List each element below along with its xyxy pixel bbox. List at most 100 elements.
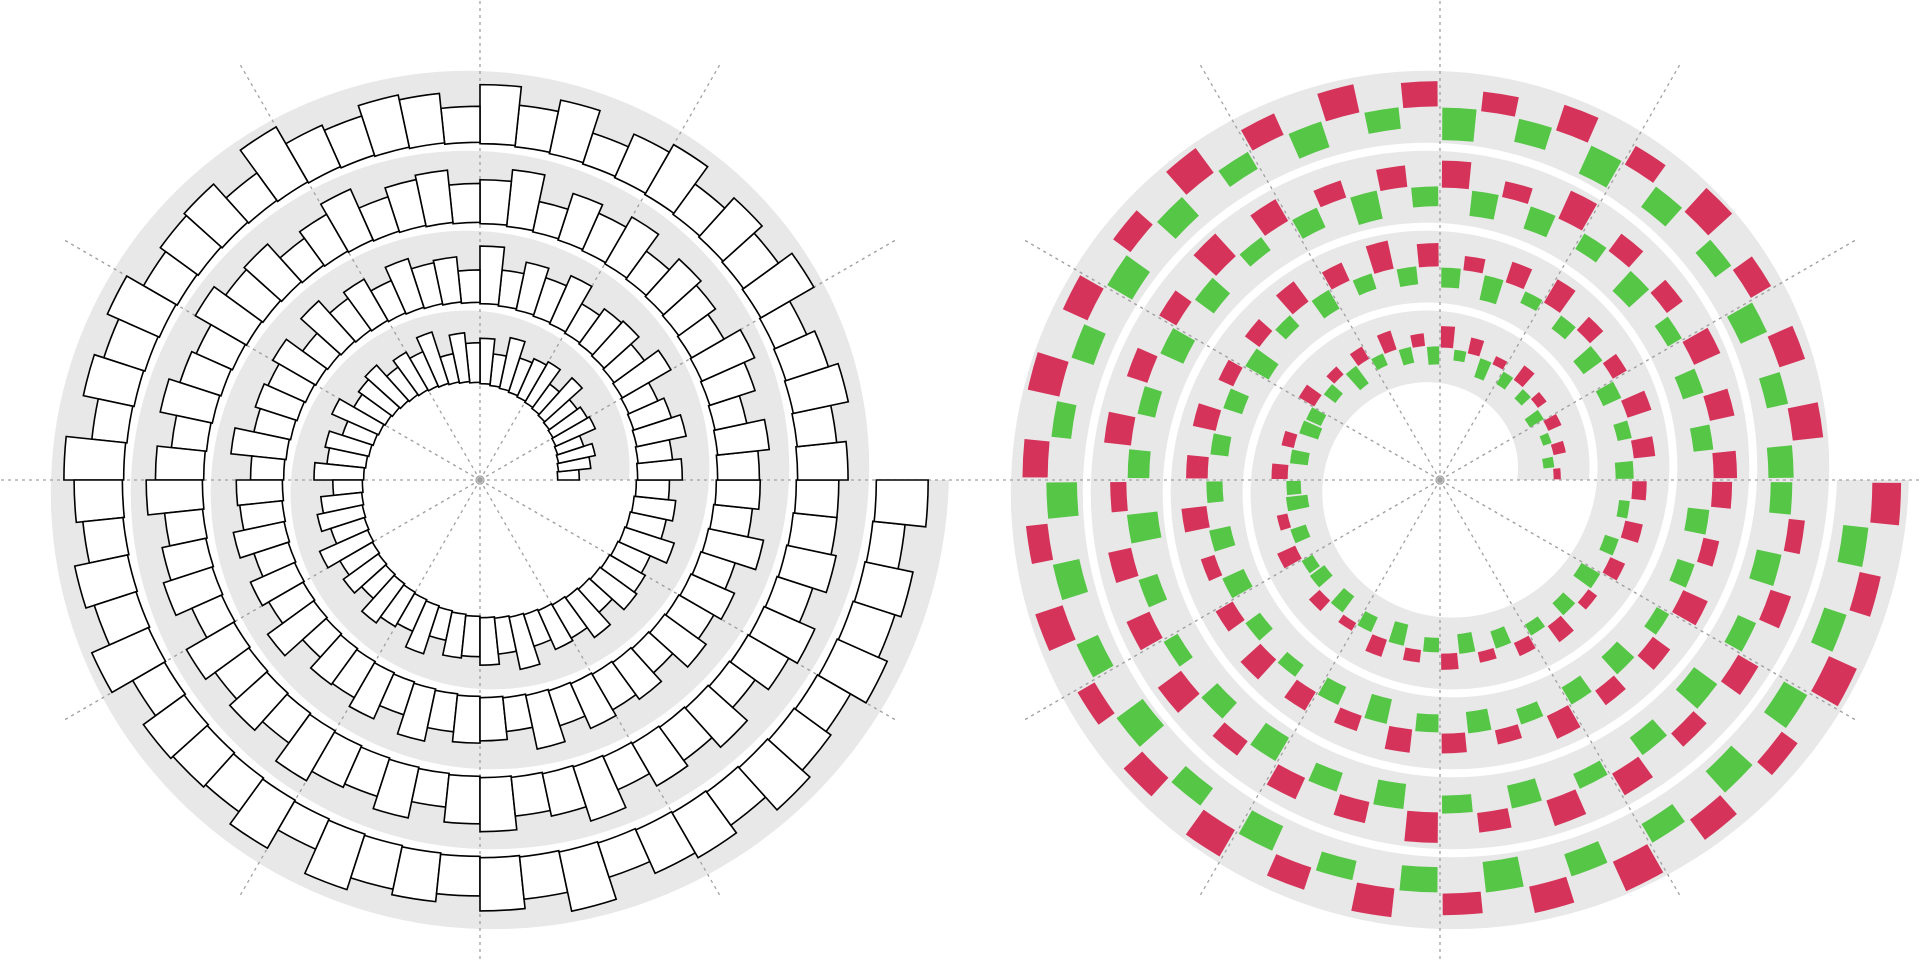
bar [590, 319, 641, 370]
bar [793, 479, 840, 519]
bar [1396, 266, 1419, 288]
bar [440, 105, 481, 146]
bar [1157, 670, 1200, 713]
bar [1308, 762, 1343, 792]
bar [1576, 316, 1604, 344]
bar [357, 378, 401, 418]
bar [1705, 745, 1753, 793]
bar [271, 338, 328, 387]
bar [479, 695, 509, 742]
bar [1376, 330, 1397, 354]
bar [853, 560, 914, 618]
bar [1477, 808, 1512, 833]
bar [1309, 565, 1333, 588]
center-marker [475, 475, 485, 485]
bar [1453, 349, 1467, 363]
bar [1601, 641, 1635, 675]
bar [1333, 707, 1362, 732]
bar [318, 528, 375, 569]
bar [313, 461, 366, 481]
bar [1849, 571, 1881, 617]
bar [1398, 346, 1415, 366]
bar [1561, 675, 1592, 705]
bar [364, 364, 410, 410]
bar [1837, 524, 1869, 567]
spiral-panel [960, 0, 1920, 960]
bar [1181, 506, 1210, 533]
bar [479, 245, 506, 306]
bar [330, 397, 385, 436]
bar [1299, 420, 1323, 440]
bar [873, 479, 929, 528]
bar [229, 777, 297, 850]
bar [142, 693, 210, 760]
radial-gridline [1439, 479, 1857, 721]
bar [479, 616, 501, 666]
bar [1194, 277, 1231, 314]
bar [1388, 621, 1409, 646]
bar [1027, 352, 1069, 397]
bar [1492, 356, 1508, 370]
bar [631, 725, 689, 788]
bar [1481, 91, 1519, 117]
bar [1298, 384, 1322, 407]
bar [1543, 414, 1562, 431]
bar [1210, 433, 1232, 457]
bar [1631, 481, 1647, 501]
bar [239, 125, 309, 203]
bar [1371, 353, 1388, 371]
bar [1113, 210, 1153, 253]
bar [183, 183, 249, 249]
bar [515, 357, 548, 403]
bar [63, 435, 127, 481]
bar [1494, 724, 1523, 745]
bar [564, 587, 612, 639]
radial-gridline [1023, 239, 1441, 481]
bar [1767, 325, 1806, 368]
bar [1404, 810, 1438, 843]
bar [1573, 760, 1608, 789]
bar [1313, 180, 1347, 208]
bar [1530, 391, 1547, 408]
bar [162, 566, 224, 617]
bar [1277, 651, 1304, 677]
bar [404, 599, 441, 655]
bar [548, 99, 602, 164]
bar [316, 504, 367, 533]
bar [479, 854, 526, 912]
bar [1308, 589, 1331, 612]
bar [1441, 160, 1472, 190]
bar [671, 789, 738, 859]
bar [232, 520, 291, 559]
bar [415, 330, 450, 389]
bar [1542, 456, 1555, 469]
radial-gridline [479, 239, 897, 481]
bar [1077, 682, 1115, 725]
bar [556, 192, 604, 251]
bar [748, 605, 816, 665]
bar [777, 544, 838, 594]
bar [1479, 275, 1504, 305]
bar [1384, 725, 1413, 753]
bar [697, 196, 764, 263]
bar [1595, 675, 1626, 706]
bar [1612, 844, 1664, 892]
bar [342, 278, 389, 332]
bar [1338, 614, 1357, 631]
bar [1276, 513, 1292, 531]
bar [443, 773, 481, 825]
bar [643, 143, 709, 215]
bar [548, 274, 593, 334]
bar [1107, 255, 1150, 300]
bar [1244, 318, 1273, 347]
bar [678, 572, 736, 621]
bar [1218, 359, 1243, 387]
bar [701, 527, 765, 571]
bar [1416, 242, 1439, 268]
bar [1520, 291, 1543, 312]
bar [537, 376, 584, 423]
bar [1046, 482, 1079, 519]
bar [1062, 275, 1104, 321]
bar [635, 457, 684, 481]
bar [451, 694, 481, 744]
